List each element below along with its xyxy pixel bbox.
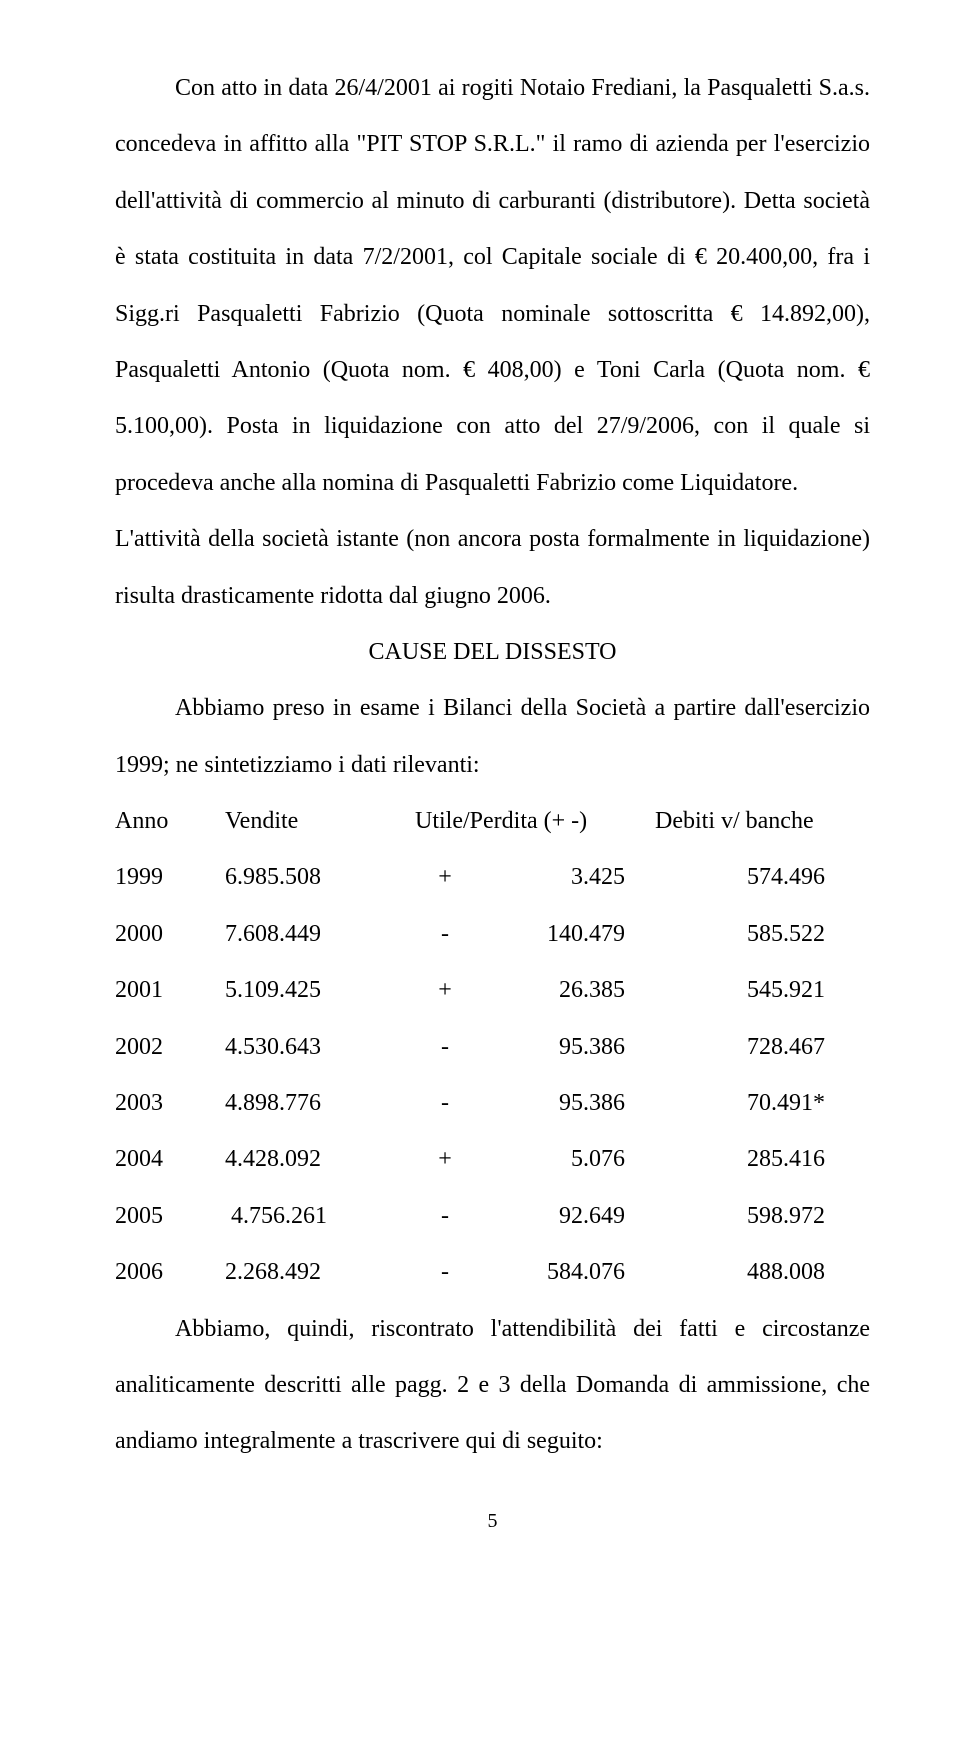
cell-util: 95.386 — [475, 1019, 655, 1075]
cell-util: 92.649 — [475, 1188, 655, 1244]
cell-vendite: 6.985.508 — [225, 849, 415, 905]
table-row: 1999 6.985.508 + 3.425 574.496 — [115, 849, 870, 905]
table-row: 2000 7.608.449 - 140.479 585.522 — [115, 906, 870, 962]
cell-util: 3.425 — [475, 849, 655, 905]
cell-util: 95.386 — [475, 1075, 655, 1131]
cell-year: 2002 — [115, 1019, 225, 1075]
cell-vendite: 5.109.425 — [225, 962, 415, 1018]
page-number: 5 — [115, 1510, 870, 1533]
cell-vendite: 4.756.261 — [225, 1188, 415, 1244]
paragraph-3: Abbiamo preso in esame i Bilanci della S… — [115, 680, 870, 793]
paragraph-1: Con atto in data 26/4/2001 ai rogiti Not… — [115, 60, 870, 511]
cell-vendite: 4.428.092 — [225, 1131, 415, 1187]
cell-debiti: 598.972 — [655, 1188, 825, 1244]
table-row: 2002 4.530.643 - 95.386 728.467 — [115, 1019, 870, 1075]
cell-util: 5.076 — [475, 1131, 655, 1187]
cell-year: 2005 — [115, 1188, 225, 1244]
cell-vendite: 2.268.492 — [225, 1244, 415, 1300]
table-row: 2006 2.268.492 - 584.076 488.008 — [115, 1244, 870, 1300]
cell-debiti: 728.467 — [655, 1019, 825, 1075]
cell-debiti: 285.416 — [655, 1131, 825, 1187]
table-row: 2001 5.109.425 + 26.385 545.921 — [115, 962, 870, 1018]
paragraph-4: Abbiamo, quindi, riscontrato l'attendibi… — [115, 1301, 870, 1470]
cell-year: 2006 — [115, 1244, 225, 1300]
cell-year: 2004 — [115, 1131, 225, 1187]
cell-vendite: 7.608.449 — [225, 906, 415, 962]
table-header-row: Anno Vendite Utile/Perdita (+ -) Debiti … — [115, 793, 870, 849]
cell-year: 2003 — [115, 1075, 225, 1131]
financial-table: Anno Vendite Utile/Perdita (+ -) Debiti … — [115, 793, 870, 1301]
cell-sign: - — [415, 1019, 475, 1075]
cell-sign: + — [415, 962, 475, 1018]
table-row: 2003 4.898.776 - 95.386 70.491* — [115, 1075, 870, 1131]
cell-util: 584.076 — [475, 1244, 655, 1300]
cell-debiti: 585.522 — [655, 906, 825, 962]
document-page: Con atto in data 26/4/2001 ai rogiti Not… — [0, 0, 960, 1583]
cell-util: 140.479 — [475, 906, 655, 962]
cell-debiti: 545.921 — [655, 962, 825, 1018]
section-heading: CAUSE DEL DISSESTO — [115, 624, 870, 680]
table-row: 2004 4.428.092 + 5.076 285.416 — [115, 1131, 870, 1187]
cell-debiti: 70.491* — [655, 1075, 825, 1131]
cell-year: 1999 — [115, 849, 225, 905]
cell-sign: + — [415, 1131, 475, 1187]
cell-sign: - — [415, 906, 475, 962]
cell-util: 26.385 — [475, 962, 655, 1018]
cell-year: 2000 — [115, 906, 225, 962]
cell-debiti: 488.008 — [655, 1244, 825, 1300]
cell-sign: - — [415, 1244, 475, 1300]
header-vendite: Vendite — [225, 793, 415, 849]
header-anno: Anno — [115, 793, 225, 849]
paragraph-2: L'attività della società istante (non an… — [115, 511, 870, 624]
cell-vendite: 4.898.776 — [225, 1075, 415, 1131]
cell-sign: + — [415, 849, 475, 905]
header-util: Utile/Perdita (+ -) — [415, 793, 655, 849]
cell-year: 2001 — [115, 962, 225, 1018]
cell-sign: - — [415, 1188, 475, 1244]
cell-debiti: 574.496 — [655, 849, 825, 905]
table-row: 2005 4.756.261 - 92.649 598.972 — [115, 1188, 870, 1244]
header-debiti: Debiti v/ banche — [655, 793, 855, 849]
cell-vendite: 4.530.643 — [225, 1019, 415, 1075]
cell-sign: - — [415, 1075, 475, 1131]
